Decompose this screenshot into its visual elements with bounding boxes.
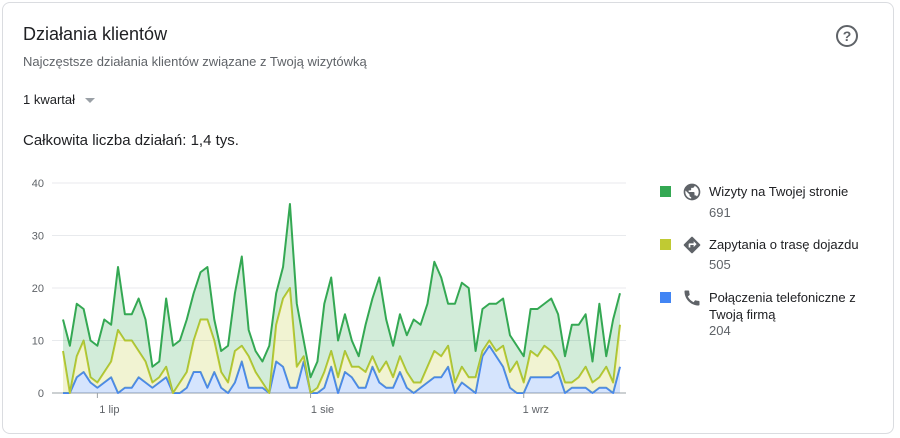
globe-icon: [683, 183, 701, 201]
period-dropdown[interactable]: 1 kwartał: [23, 92, 96, 107]
legend-value: 691: [709, 205, 731, 220]
series-area-2: [63, 204, 620, 393]
series-line-2: [62, 203, 621, 379]
directions-icon: [683, 236, 701, 254]
x-tick-label: 1 sie: [311, 404, 334, 416]
legend-swatch: [660, 186, 671, 197]
phone-icon: [684, 290, 700, 306]
y-tick-label: 30: [32, 231, 44, 243]
legend-value: 505: [709, 257, 731, 272]
x-tick-label: 1 wrz: [523, 404, 549, 416]
y-tick-label: 10: [32, 336, 44, 348]
legend-label: Połączenia telefoniczne z Twoją firmą: [709, 290, 856, 322]
period-dropdown-label: 1 kwartał: [23, 92, 76, 107]
customer-actions-card: [2, 2, 894, 434]
x-tick-label: 1 lip: [99, 404, 119, 416]
legend-label: Zapytania o trasę dojazdu: [709, 237, 859, 252]
card-subtitle: Najczęstsze działania klientów związane …: [23, 54, 367, 69]
y-tick-label: 40: [32, 178, 44, 190]
chevron-down-icon: [85, 98, 96, 103]
series-line-0: [63, 344, 621, 394]
legend-swatch: [660, 292, 671, 303]
y-tick-label: 0: [38, 388, 44, 400]
help-icon[interactable]: ?: [836, 25, 858, 47]
legend-label: Wizyty na Twojej stronie: [709, 184, 849, 199]
y-tick-label: 20: [32, 283, 44, 295]
legend-value: 204: [709, 323, 731, 338]
series-line-1: [62, 287, 621, 394]
series-area-1: [63, 288, 620, 393]
series-area-0: [63, 345, 620, 393]
legend-swatch: [660, 239, 671, 250]
total-actions: Całkowita liczba działań: 1,4 tys.: [23, 132, 239, 149]
card-title: Działania klientów: [23, 24, 168, 44]
